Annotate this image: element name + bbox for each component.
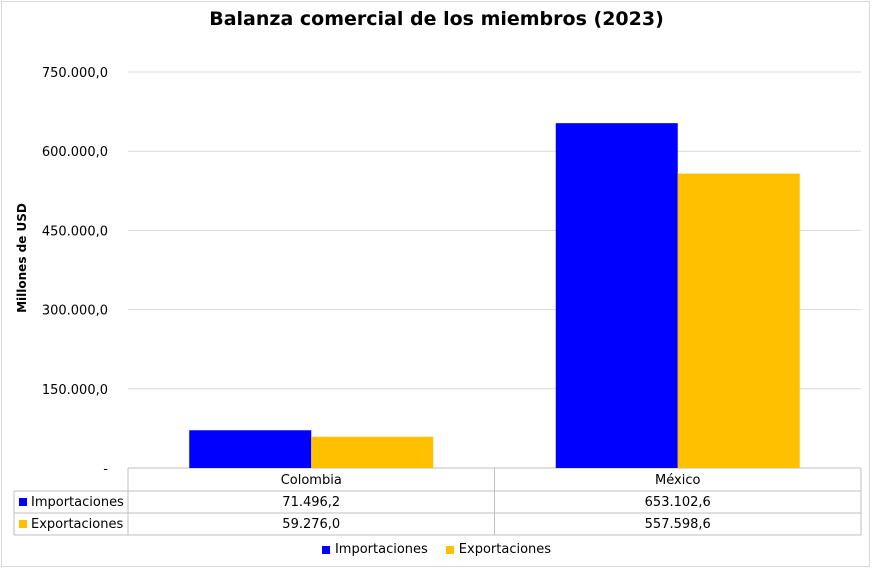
y-tick-label: 450.000,0: [42, 224, 108, 239]
y-tick-label: 300.000,0: [42, 304, 108, 319]
bar-exportaciones-0: [311, 436, 434, 468]
legend-swatch-exportaciones: [445, 545, 454, 554]
legend-swatch-importaciones: [321, 545, 330, 554]
table-swatch-exportaciones: [19, 520, 27, 528]
legend-item-importaciones: Importaciones: [321, 542, 428, 557]
table-row-label: Exportaciones: [31, 517, 123, 532]
table-value: 557.598,6: [645, 517, 711, 532]
y-tick-label: 150.000,0: [42, 383, 108, 398]
y-tick-label: 750.000,0: [42, 66, 108, 81]
legend-item-exportaciones: Exportaciones: [445, 542, 552, 557]
y-tick-label: -: [103, 462, 108, 477]
bar-exportaciones-1: [677, 173, 800, 468]
legend: Importaciones Exportaciones: [0, 542, 873, 557]
category-label: Colombia: [281, 473, 342, 488]
table-value: 71.496,2: [282, 495, 340, 510]
table-swatch-importaciones: [19, 498, 27, 506]
bar-importaciones-1: [555, 123, 678, 468]
table-value: 653.102,6: [645, 495, 711, 510]
category-label: México: [655, 473, 700, 488]
legend-label-exportaciones: Exportaciones: [458, 542, 552, 557]
table-row-label: Importaciones: [31, 495, 124, 510]
bar-importaciones-0: [189, 430, 312, 468]
legend-label-importaciones: Importaciones: [334, 542, 428, 557]
chart-title: Balanza comercial de los miembros (2023): [209, 8, 664, 30]
y-tick-label: 600.000,0: [42, 145, 108, 160]
table-value: 59.276,0: [282, 517, 340, 532]
